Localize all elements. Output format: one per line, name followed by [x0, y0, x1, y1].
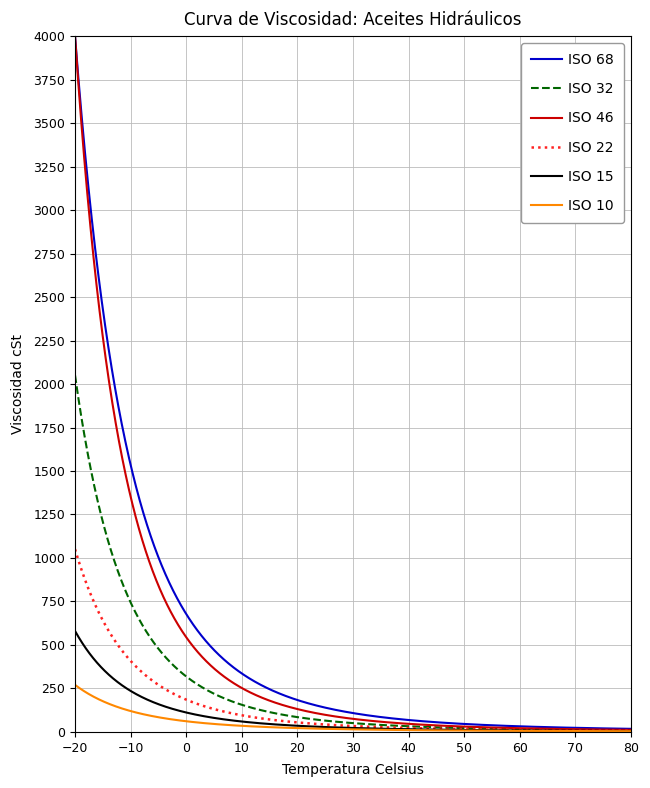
- Line: ISO 68: ISO 68: [75, 36, 631, 729]
- ISO 46: [627, 725, 635, 734]
- ISO 32: [327, 716, 335, 726]
- Line: ISO 46: ISO 46: [75, 36, 631, 730]
- ISO 46: [327, 711, 335, 720]
- ISO 46: [509, 723, 517, 733]
- ISO 22: [611, 726, 619, 735]
- ISO 10: [509, 726, 517, 735]
- ISO 32: [509, 724, 517, 734]
- ISO 15: [611, 727, 619, 736]
- ISO 10: [610, 727, 618, 736]
- ISO 15: [71, 626, 79, 636]
- Y-axis label: Viscosidad cSt: Viscosidad cSt: [11, 334, 25, 434]
- ISO 15: [509, 726, 517, 735]
- ISO 68: [610, 724, 618, 734]
- ISO 68: [99, 309, 107, 318]
- ISO 10: [99, 697, 107, 706]
- Line: ISO 10: ISO 10: [75, 685, 631, 731]
- ISO 46: [611, 725, 619, 734]
- Line: ISO 32: ISO 32: [75, 375, 631, 730]
- ISO 68: [327, 704, 335, 714]
- ISO 32: [611, 726, 619, 735]
- ISO 32: [341, 718, 349, 727]
- ISO 22: [99, 617, 107, 626]
- ISO 68: [611, 724, 619, 734]
- Line: ISO 15: ISO 15: [75, 631, 631, 731]
- ISO 68: [341, 707, 349, 716]
- ISO 15: [327, 723, 335, 732]
- ISO 22: [627, 726, 635, 735]
- ISO 32: [99, 519, 107, 529]
- ISO 32: [627, 726, 635, 735]
- ISO 46: [341, 713, 349, 723]
- ISO 22: [341, 721, 349, 730]
- ISO 46: [610, 725, 618, 734]
- Line: ISO 22: ISO 22: [75, 549, 631, 730]
- ISO 68: [509, 721, 517, 730]
- ISO 10: [327, 724, 335, 734]
- ISO 22: [509, 725, 517, 734]
- ISO 46: [71, 32, 79, 41]
- ISO 32: [610, 726, 618, 735]
- ISO 22: [610, 726, 618, 735]
- ISO 15: [627, 727, 635, 736]
- ISO 32: [71, 370, 79, 380]
- ISO 68: [71, 32, 79, 41]
- ISO 68: [627, 724, 635, 734]
- ISO 10: [627, 727, 635, 736]
- ISO 15: [99, 665, 107, 675]
- X-axis label: Temperatura Celsius: Temperatura Celsius: [282, 763, 424, 777]
- Legend: ISO 68, ISO 32, ISO 46, ISO 22, ISO 15, ISO 10: ISO 68, ISO 32, ISO 46, ISO 22, ISO 15, …: [521, 43, 624, 223]
- ISO 10: [611, 727, 619, 736]
- ISO 10: [341, 724, 349, 734]
- ISO 15: [341, 723, 349, 733]
- ISO 10: [71, 680, 79, 690]
- ISO 22: [71, 545, 79, 554]
- ISO 46: [99, 336, 107, 346]
- Title: Curva de Viscosidad: Aceites Hidráulicos: Curva de Viscosidad: Aceites Hidráulicos: [184, 11, 522, 29]
- ISO 15: [610, 727, 618, 736]
- ISO 22: [327, 720, 335, 730]
